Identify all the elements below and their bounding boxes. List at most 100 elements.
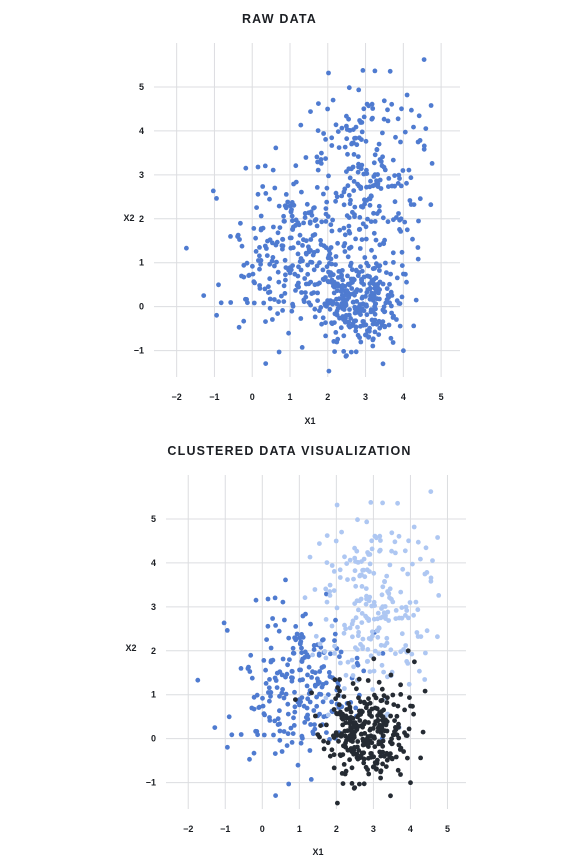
data-point — [429, 161, 435, 166]
data-point — [257, 245, 262, 250]
data-point — [333, 283, 339, 289]
data-point — [340, 781, 346, 786]
data-point — [348, 349, 354, 355]
data-point — [416, 218, 421, 224]
data-point — [289, 678, 295, 684]
data-point — [298, 639, 304, 644]
data-point — [275, 269, 281, 275]
data-point — [376, 739, 382, 745]
data-point — [415, 607, 421, 613]
data-point — [417, 668, 422, 674]
data-point — [371, 230, 377, 236]
data-point — [361, 668, 367, 674]
data-point — [333, 330, 339, 335]
data-point — [322, 649, 328, 654]
data-point — [350, 164, 356, 170]
data-point — [298, 256, 304, 261]
data-point — [267, 296, 273, 302]
data-point — [359, 137, 364, 143]
data-point — [315, 281, 321, 287]
data-point — [369, 603, 375, 609]
x-tick-label: 1 — [297, 824, 302, 834]
data-point — [299, 658, 305, 664]
data-point — [301, 220, 306, 226]
data-point — [221, 620, 227, 626]
data-point — [323, 617, 329, 622]
data-point — [398, 229, 404, 234]
data-point — [367, 281, 373, 287]
data-point — [239, 243, 245, 249]
data-point — [257, 266, 262, 272]
data-point — [375, 718, 380, 724]
data-point — [357, 226, 363, 232]
data-point — [321, 664, 327, 669]
data-point — [324, 591, 329, 597]
y-axis-label: X2 — [123, 213, 134, 223]
data-point — [339, 274, 344, 280]
data-point — [380, 738, 386, 744]
data-point — [292, 709, 298, 715]
data-point — [315, 248, 320, 254]
data-point — [328, 651, 333, 657]
raw-data-chart: RAW DATA −2 −1 0 1 2 3 4 5 −1 0 1 2 3 4 5 X1 X2 — [0, 0, 579, 430]
data-point — [271, 732, 276, 738]
data-point — [377, 242, 383, 248]
data-point — [318, 305, 324, 310]
data-point — [407, 198, 413, 203]
data-point — [350, 634, 355, 640]
data-point — [331, 588, 337, 593]
data-point — [430, 558, 435, 563]
data-point — [371, 174, 377, 179]
data-point — [398, 589, 404, 595]
data-point — [299, 650, 305, 656]
data-point — [253, 249, 259, 254]
data-point — [283, 691, 289, 697]
data-point — [324, 185, 330, 191]
data-point — [303, 155, 309, 160]
data-point — [366, 103, 371, 109]
data-point — [324, 730, 329, 735]
data-point — [369, 546, 375, 552]
data-point — [214, 196, 219, 201]
data-point — [362, 255, 368, 260]
data-point — [317, 734, 322, 740]
data-point — [247, 756, 252, 762]
data-point — [356, 676, 362, 682]
data-point — [371, 656, 377, 662]
data-point — [367, 700, 373, 706]
data-point — [285, 711, 291, 717]
data-point — [312, 726, 318, 732]
data-point — [353, 324, 359, 330]
data-point — [358, 731, 364, 737]
data-point — [289, 675, 294, 680]
data-point — [423, 650, 428, 656]
data-point — [307, 220, 313, 226]
data-point — [340, 711, 345, 717]
data-point — [293, 163, 299, 169]
data-point — [276, 628, 282, 634]
data-point — [375, 285, 381, 291]
data-point — [346, 192, 352, 198]
data-point — [370, 687, 376, 692]
data-point — [326, 70, 331, 76]
data-point — [342, 728, 348, 734]
data-point — [312, 218, 318, 224]
data-point — [357, 215, 363, 220]
data-point — [258, 261, 263, 267]
data-point — [326, 247, 332, 253]
data-point — [310, 652, 315, 658]
data-point — [291, 202, 297, 208]
data-point — [424, 628, 430, 634]
data-point — [345, 577, 350, 582]
data-point — [382, 579, 387, 585]
data-point — [256, 705, 262, 710]
data-point — [264, 253, 270, 258]
data-point — [253, 597, 259, 603]
x-axis-label: X1 — [304, 416, 315, 426]
data-point — [272, 595, 278, 601]
data-point — [274, 259, 279, 265]
data-point — [331, 707, 337, 712]
data-point — [353, 328, 359, 334]
data-point — [375, 728, 381, 734]
data-point — [353, 236, 358, 242]
